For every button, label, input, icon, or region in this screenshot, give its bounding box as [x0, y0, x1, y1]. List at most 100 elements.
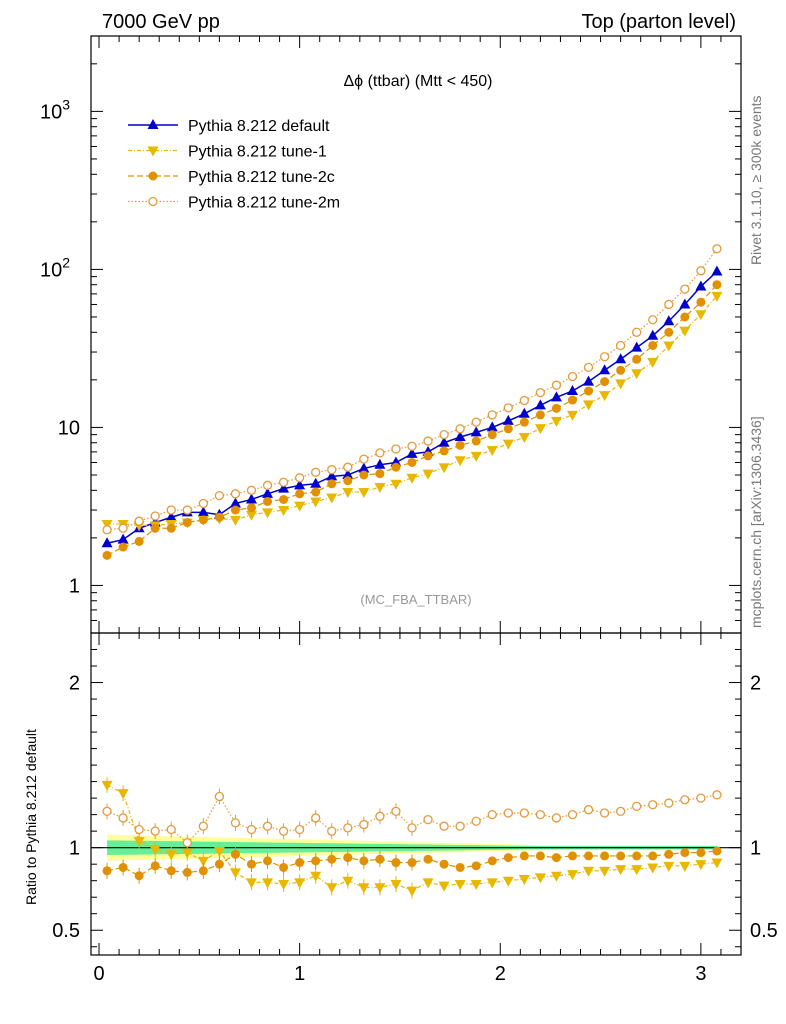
- ratio-point: [134, 871, 144, 881]
- data-point: [197, 506, 209, 517]
- data-point: [278, 477, 289, 487]
- ratio-point: [246, 859, 256, 869]
- ratio-point: [712, 846, 722, 856]
- ratio-point: [246, 824, 257, 835]
- ratio-point: [214, 791, 225, 802]
- data-point: [519, 417, 529, 427]
- ratio-point: [567, 809, 578, 820]
- data-point: [342, 488, 354, 499]
- data-point: [648, 340, 658, 350]
- ratio-point: [519, 851, 529, 861]
- ratio-point: [117, 789, 129, 800]
- data-point: [423, 436, 433, 446]
- data-point: [295, 489, 305, 499]
- data-point: [647, 329, 659, 340]
- ratio-point: [262, 821, 273, 831]
- data-point: [438, 436, 450, 447]
- ratio-point: [438, 881, 450, 892]
- data-point: [599, 391, 611, 402]
- ratio-point: [696, 793, 706, 803]
- data-point: [486, 421, 498, 432]
- data-point: [647, 357, 659, 368]
- ratio-point: [374, 883, 386, 894]
- ratio-point: [230, 849, 240, 859]
- ratio-frame: [90, 632, 742, 956]
- data-point: [343, 476, 353, 486]
- data-point: [327, 479, 337, 489]
- data-point: [245, 493, 257, 504]
- data-point: [150, 511, 160, 521]
- ratio-point: [407, 823, 417, 833]
- ratio-point: [632, 801, 642, 812]
- ratio-point: [150, 861, 160, 871]
- ratio-point: [166, 866, 176, 876]
- data-point: [518, 432, 530, 443]
- data-point: [583, 375, 595, 386]
- data-point: [229, 515, 241, 526]
- data-point: [615, 353, 627, 364]
- data-point: [391, 462, 401, 472]
- data-point: [679, 326, 691, 337]
- data-point: [439, 446, 449, 456]
- data-point: [583, 400, 595, 411]
- ratio-point: [647, 863, 659, 874]
- legend-label: Pythia 8.212 default: [188, 118, 330, 135]
- ratio-point: [455, 821, 465, 831]
- ratio-point: [326, 883, 338, 894]
- y-tick-exponent: 2: [62, 254, 70, 270]
- ratio-point: [214, 859, 224, 869]
- data-point: [230, 489, 241, 499]
- data-point: [680, 312, 690, 322]
- data-point: [454, 430, 466, 441]
- data-point: [631, 369, 643, 380]
- data-point: [262, 487, 274, 498]
- ratio-point: [343, 853, 353, 863]
- data-point: [134, 536, 144, 546]
- ratio-point: [229, 868, 241, 879]
- ratio-point: [310, 871, 322, 882]
- data-point: [374, 458, 386, 469]
- data-point: [455, 440, 465, 450]
- data-point: [423, 451, 433, 461]
- ratio-line: [106, 850, 717, 877]
- ratio-series-2: [102, 788, 722, 851]
- ratio-point: [181, 848, 193, 859]
- ratio-point: [615, 806, 626, 816]
- data-point: [134, 516, 144, 526]
- ratio-point: [101, 780, 113, 791]
- ratio-point: [584, 851, 594, 861]
- series-line: [106, 284, 718, 556]
- data-point: [375, 469, 385, 479]
- ratio-point: [263, 856, 273, 866]
- data-point: [600, 377, 610, 387]
- ratio-point: [166, 824, 176, 835]
- data-point: [326, 470, 338, 481]
- data-point: [648, 315, 658, 325]
- data-point: [359, 470, 369, 480]
- data-point: [534, 424, 546, 435]
- data-point: [343, 462, 353, 472]
- data-point: [567, 395, 577, 405]
- ratio-point: [503, 808, 513, 818]
- analysis-label: (MC_FBA_TTBAR): [360, 592, 471, 607]
- x-tick-label: 1: [294, 963, 305, 985]
- data-point: [310, 477, 322, 488]
- side-mcplots-label: mcplots.cern.ch [arXiv:1306.3436]: [748, 416, 764, 628]
- data-point: [696, 297, 706, 307]
- header-right: Top (parton level): [581, 11, 736, 33]
- ratio-point: [502, 876, 514, 887]
- ratio-point: [616, 851, 626, 861]
- data-point: [246, 503, 256, 513]
- data-point: [695, 310, 707, 321]
- ratio-point: [535, 851, 545, 861]
- data-point: [230, 505, 240, 515]
- data-point: [566, 410, 578, 421]
- ratio-point: [487, 856, 497, 866]
- ratio-y-tick-label-right: 2: [750, 673, 761, 695]
- data-point: [550, 416, 562, 427]
- ratio-y-tick-label: 1: [69, 838, 80, 860]
- data-point: [278, 506, 290, 517]
- y-tick-label: 1: [69, 575, 80, 597]
- data-point: [550, 391, 562, 402]
